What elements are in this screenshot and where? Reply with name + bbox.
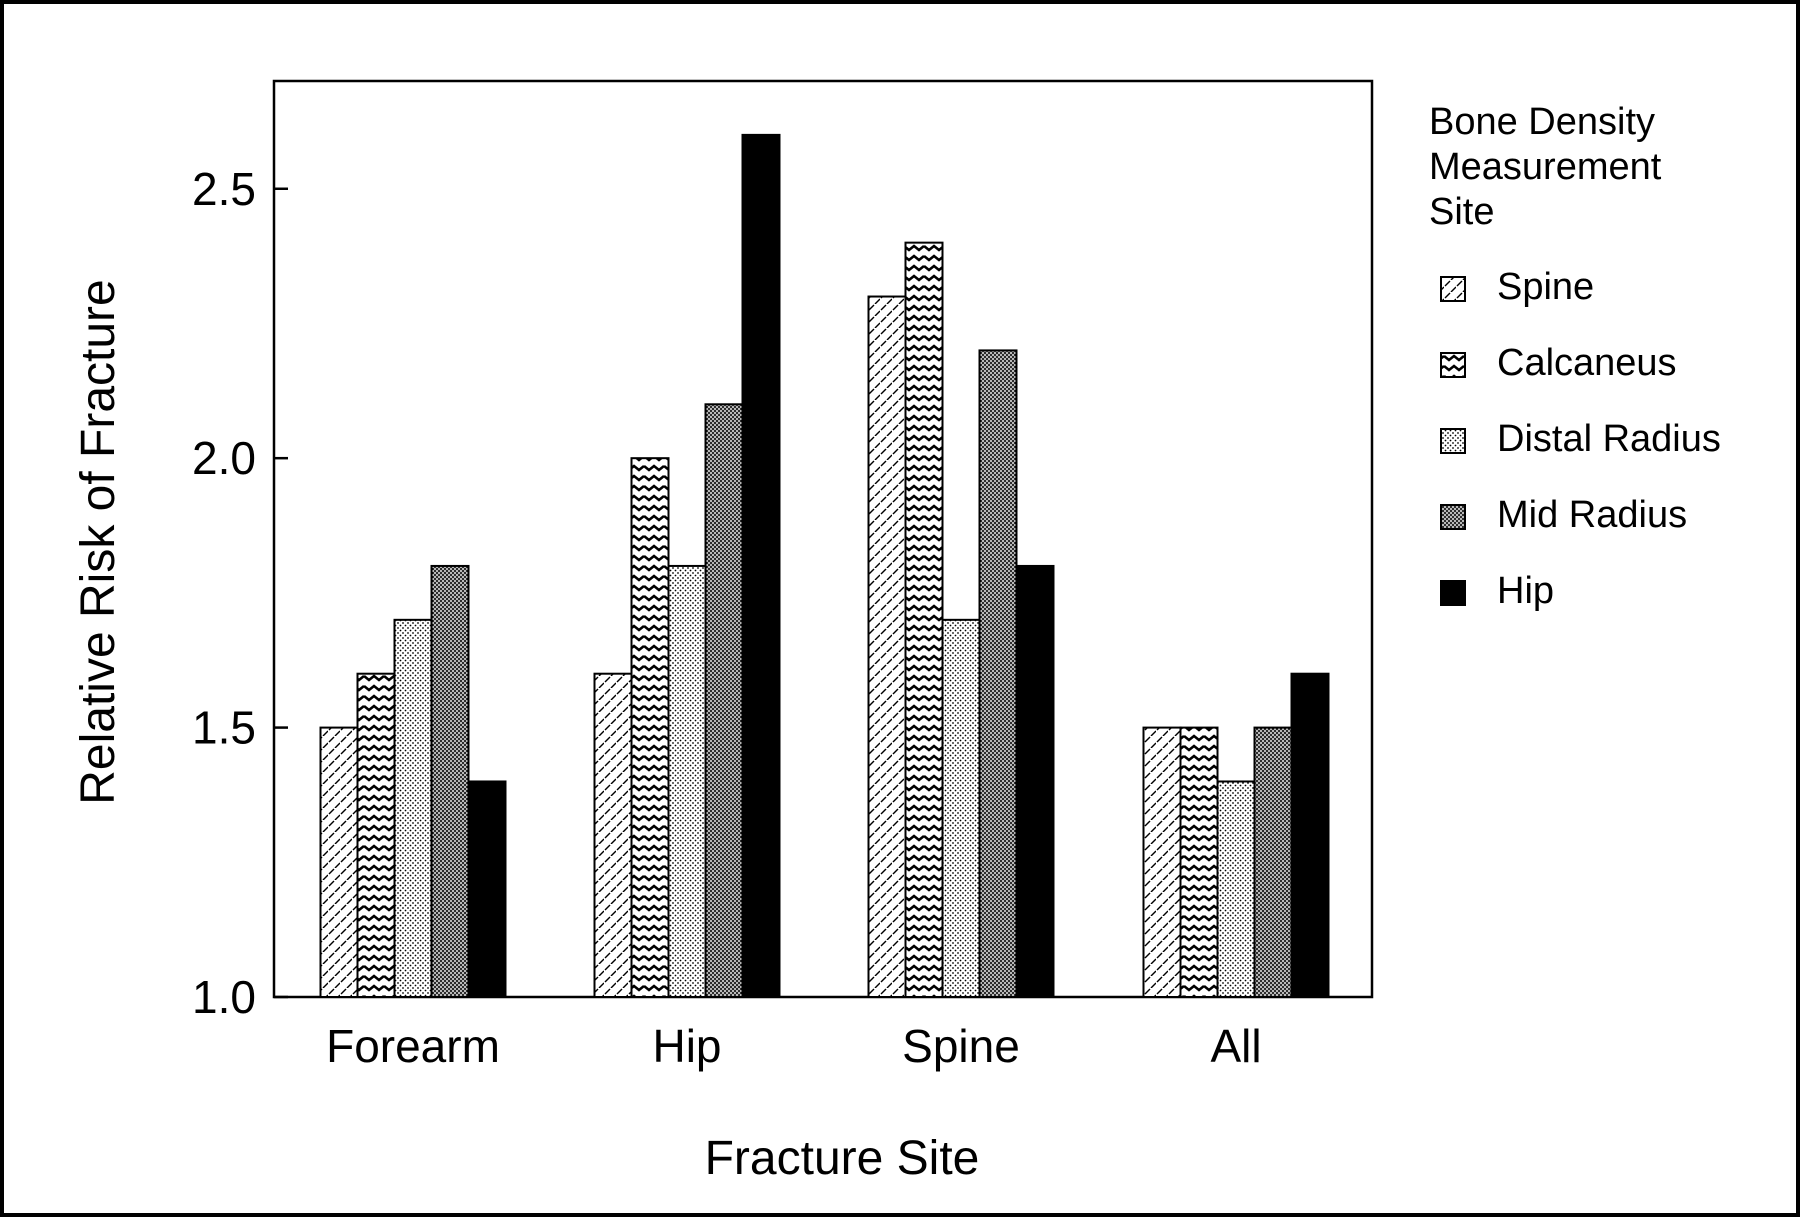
plot-frame bbox=[272, 79, 1374, 999]
x-tick-label: Hip bbox=[652, 1020, 721, 1072]
bar-hip-mid-radius bbox=[704, 403, 744, 998]
legend: Bone Density Measurement Site Spine Calca… bbox=[1429, 101, 1721, 612]
bar-hip-calcaneus bbox=[630, 457, 670, 999]
bar-all-calcaneus bbox=[1179, 726, 1219, 999]
legend-items: Spine Calcaneus Distal Radius Mid Radius Hip bbox=[1440, 266, 1721, 612]
bar-hip-hip bbox=[741, 133, 781, 999]
bar-all-spine bbox=[1142, 726, 1182, 999]
legend-swatch-mid-radius bbox=[1440, 504, 1466, 530]
bar-all-mid-radius bbox=[1253, 726, 1293, 999]
bar-forearm-hip bbox=[467, 780, 507, 998]
bar-spine-distal-radius bbox=[941, 618, 981, 999]
x-tick-label: Spine bbox=[902, 1020, 1020, 1072]
plot-frame-layer bbox=[272, 79, 1374, 999]
bar-forearm-mid-radius bbox=[430, 564, 470, 998]
legend-swatch-distal-radius bbox=[1440, 428, 1466, 454]
legend-label: Distal Radius bbox=[1497, 418, 1721, 460]
bar-all-distal-radius bbox=[1216, 780, 1256, 998]
bar-spine-mid-radius bbox=[978, 349, 1018, 999]
legend-swatch-spine bbox=[1440, 276, 1466, 302]
legend-label: Spine bbox=[1497, 266, 1594, 308]
axis-layer: 1.0 1.5 2.0 2.5 Forearm Hip Spine All bbox=[192, 163, 1262, 1072]
bar-spine-hip bbox=[1015, 564, 1055, 998]
bar-all-hip bbox=[1290, 672, 1330, 998]
bar-hip-spine bbox=[593, 672, 633, 998]
y-tick-label: 2.0 bbox=[192, 432, 256, 484]
y-axis-title: Relative Risk of Fracture bbox=[72, 279, 125, 805]
bar-spine-spine bbox=[867, 295, 907, 998]
bar-forearm-distal-radius bbox=[393, 618, 433, 999]
x-tick-label: Forearm bbox=[326, 1020, 500, 1072]
bar-forearm-spine bbox=[319, 726, 359, 999]
legend-label: Calcaneus bbox=[1497, 342, 1677, 384]
bar-hip-distal-radius bbox=[667, 564, 707, 998]
legend-swatch-calcaneus bbox=[1440, 352, 1466, 378]
bars-layer bbox=[319, 133, 1330, 999]
legend-title-line-1: Bone Density bbox=[1429, 101, 1655, 143]
x-tick-label: All bbox=[1210, 1020, 1261, 1072]
x-axis-title: Fracture Site bbox=[705, 1132, 980, 1185]
bar-forearm-calcaneus bbox=[356, 672, 396, 998]
legend-label: Hip bbox=[1497, 570, 1554, 612]
y-tick-label: 1.5 bbox=[192, 702, 256, 754]
legend-label: Mid Radius bbox=[1497, 494, 1687, 536]
bar-chart: 1.0 1.5 2.0 2.5 Forearm Hip Spine All Relative … bbox=[72, 79, 1721, 1185]
y-tick-label: 1.0 bbox=[192, 971, 256, 1023]
bar-spine-calcaneus bbox=[904, 241, 944, 999]
y-tick-label: 2.5 bbox=[192, 163, 256, 215]
legend-swatch-hip bbox=[1440, 580, 1466, 606]
legend-title-line-3: Site bbox=[1429, 191, 1494, 233]
legend-title-line-2: Measurement bbox=[1429, 146, 1662, 188]
